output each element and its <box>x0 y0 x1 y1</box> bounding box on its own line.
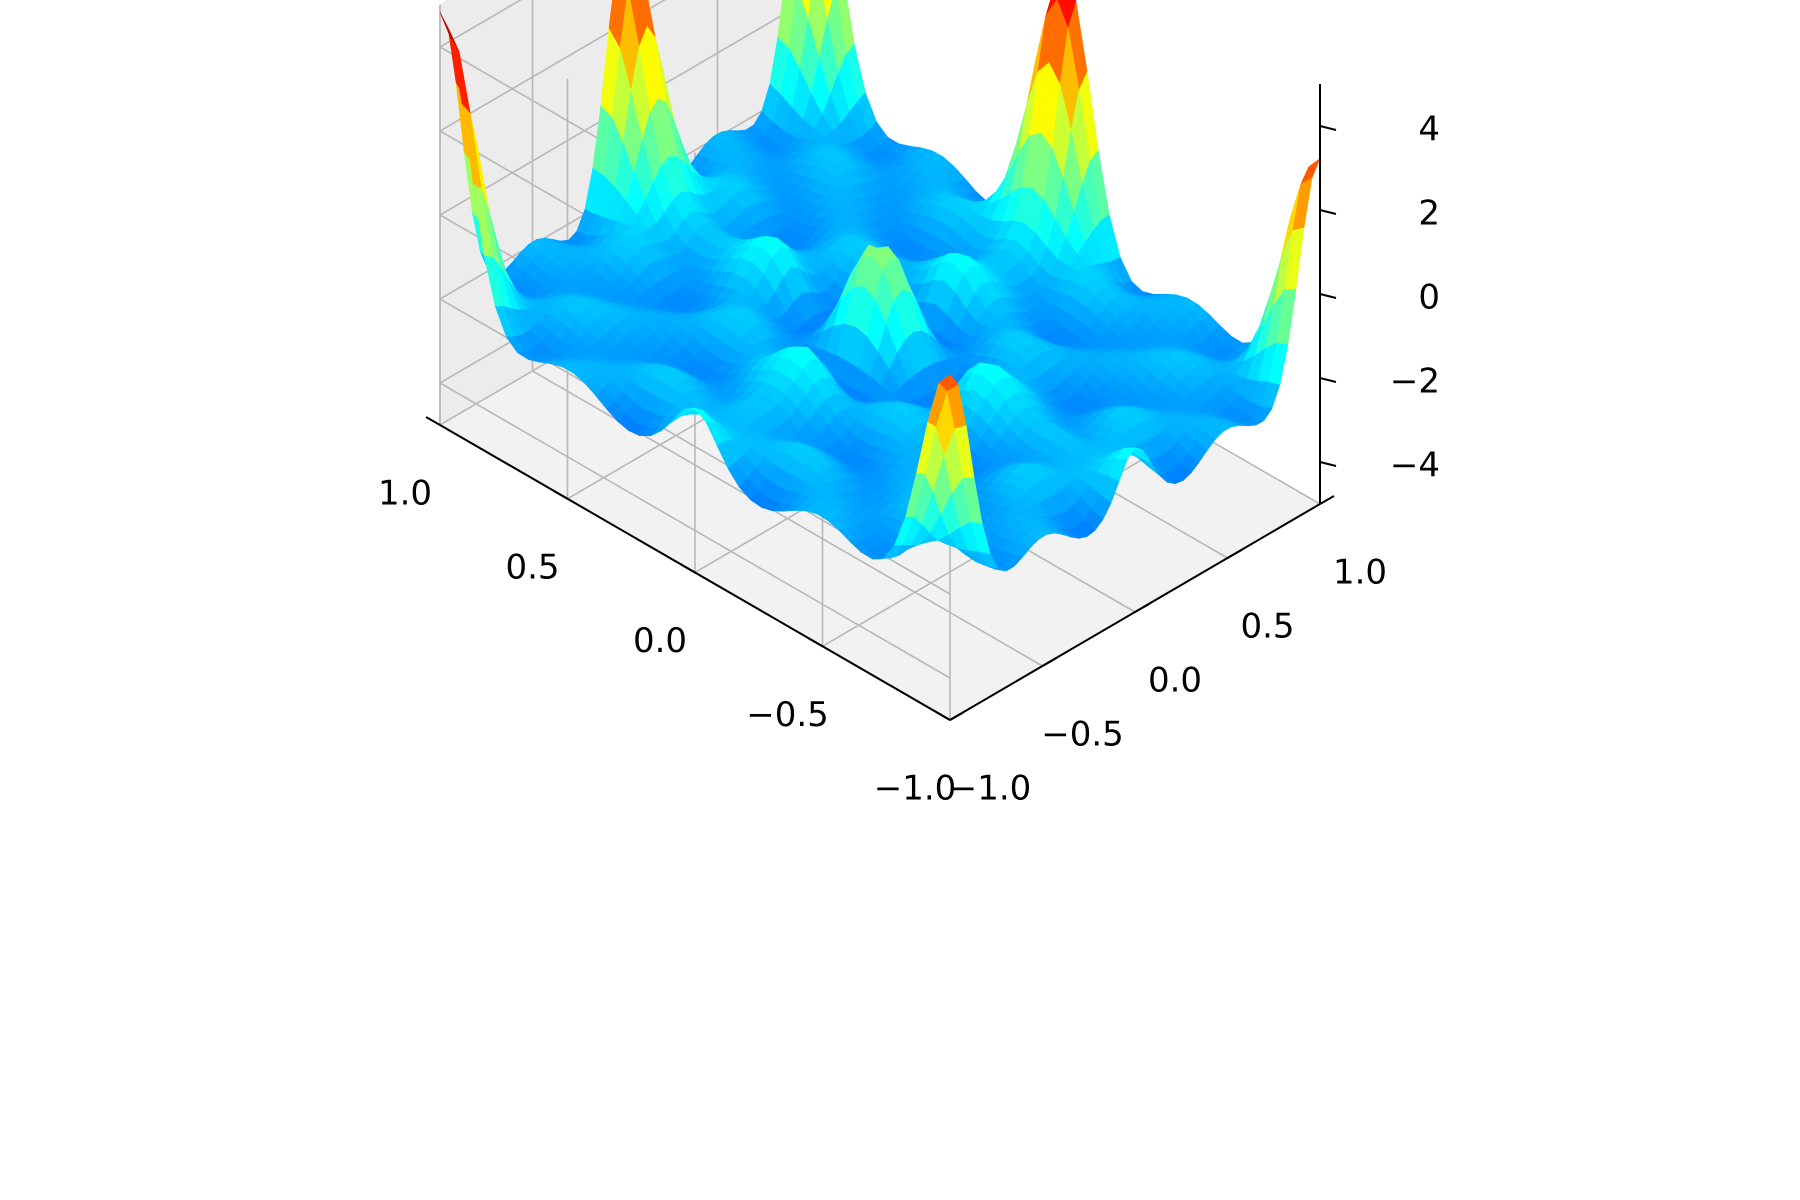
y-axis-tick-label: 0.5 <box>1240 607 1294 647</box>
surface-mesh <box>439 0 1321 572</box>
x-axis-tick-label: 0.5 <box>505 547 559 587</box>
y-axis-tick <box>949 711 965 721</box>
y-axis-tick <box>1319 495 1335 505</box>
y-axis-tick-label: 1.0 <box>1333 553 1387 593</box>
x-axis-tick <box>935 711 951 721</box>
x-axis-tick-label: 1.0 <box>378 474 432 514</box>
surface-patch <box>822 0 833 21</box>
x-axis-tick <box>808 637 823 648</box>
z-axis-tick-label: −4 <box>1390 446 1440 486</box>
z-axis-tick <box>1319 461 1337 467</box>
z-axis-tick-label: 2 <box>1418 194 1440 234</box>
x-axis-tick <box>425 416 441 426</box>
x-axis-tick-label: −1.0 <box>874 769 957 809</box>
z-axis-tick-label: −2 <box>1390 362 1440 402</box>
z-axis-tick-label: 0 <box>1418 278 1440 318</box>
tick-labels: −1.0−0.50.00.51.0−1.0−0.50.00.51.0−4−202… <box>378 110 1440 809</box>
z-axis-tick <box>1319 293 1337 299</box>
axis-lines <box>425 84 1337 721</box>
y-axis-tick <box>1134 603 1150 613</box>
x-axis-tick-label: −0.5 <box>746 695 829 735</box>
z-axis-tick <box>1319 125 1337 131</box>
y-axis-tick <box>1042 657 1057 667</box>
x-axis-tick <box>553 489 568 500</box>
y-axis-tick-label: −1.0 <box>949 769 1032 809</box>
y-axis-tick <box>1227 549 1242 559</box>
z-axis-tick <box>1319 377 1337 383</box>
surface-patch <box>938 374 959 391</box>
x-axis-tick <box>680 563 696 574</box>
y-axis-tick-label: −0.5 <box>1041 715 1124 755</box>
z-axis-tick <box>1319 209 1337 215</box>
y-axis-tick-label: 0.0 <box>1148 661 1202 701</box>
x-axis-tick-label: 0.0 <box>633 621 687 661</box>
z-axis-tick-label: 4 <box>1418 110 1440 150</box>
